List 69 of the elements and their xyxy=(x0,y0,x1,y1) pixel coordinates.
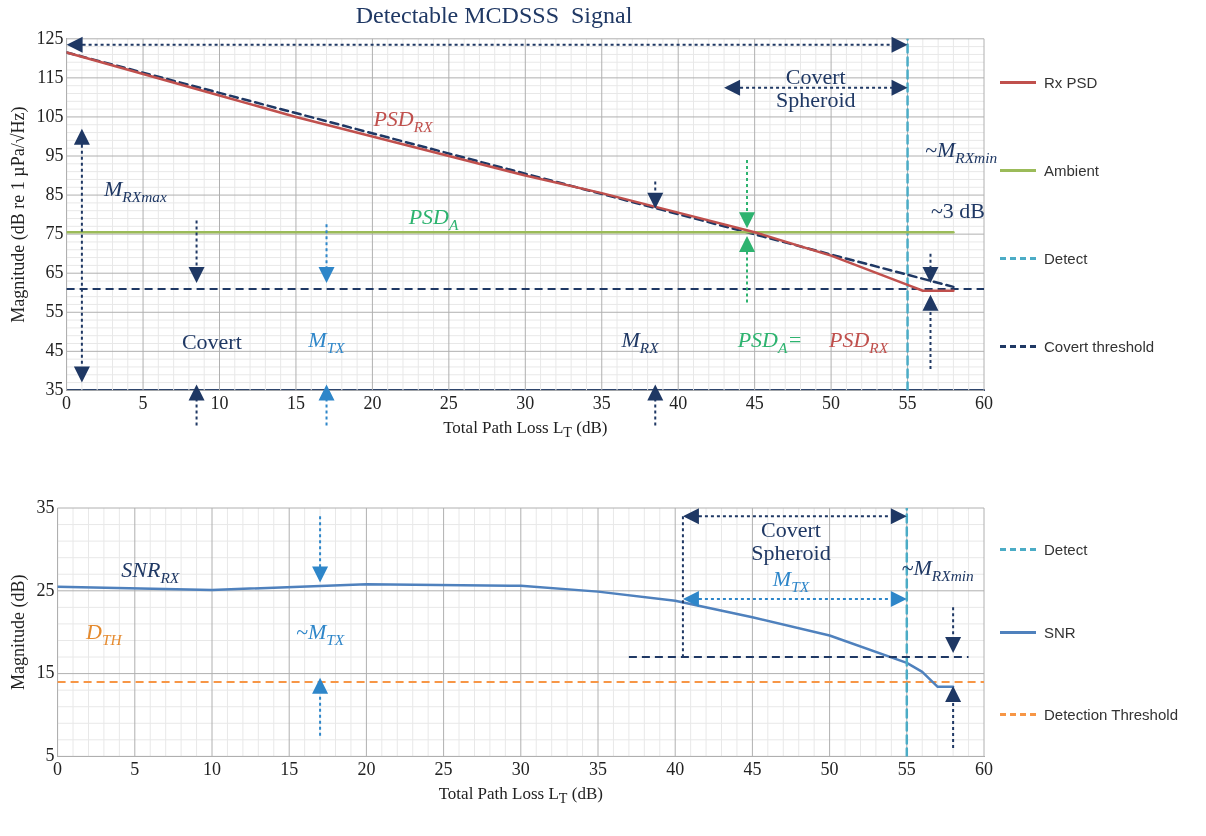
x-tick-label: 45 xyxy=(743,758,762,779)
annotation: SNR$_{RX}$ xyxy=(121,556,180,586)
x-tick-label: 15 xyxy=(280,758,299,779)
y-tick-label: 125 xyxy=(36,27,64,48)
annotation: M$_{RXmax}$ xyxy=(104,176,167,205)
y-tick-label: 35 xyxy=(45,379,64,400)
x-tick-label: 40 xyxy=(666,758,685,779)
x-axis-title: Total Path Loss L$_{T}$ (dB) xyxy=(443,418,608,442)
x-tick-label: 50 xyxy=(820,758,839,779)
x-tick-label: 10 xyxy=(203,758,221,779)
y-tick-label: 95 xyxy=(45,144,64,165)
x-tick-label: 40 xyxy=(669,392,688,413)
annotation: PSD$_{A}$ xyxy=(408,203,459,233)
y-tick-label: 35 xyxy=(36,496,55,517)
x-tick-label: 35 xyxy=(592,392,611,413)
annotation: M$_{RX}$ xyxy=(621,326,659,356)
annotation: PSD$_{RX}$ xyxy=(829,326,889,356)
x-tick-label: 5 xyxy=(130,758,140,779)
y-tick-label: 25 xyxy=(36,579,55,600)
y-tick-label: 75 xyxy=(45,222,64,243)
annotation: Covert xyxy=(181,329,242,355)
legend-label: Detection Threshold xyxy=(1044,706,1178,724)
y-tick-label: 115 xyxy=(37,66,64,87)
x-tick-label: 45 xyxy=(745,392,764,413)
annotation: ~M$_{RXmin}$ xyxy=(901,555,974,584)
x-tick-label: 60 xyxy=(975,392,993,413)
x-tick-label: 10 xyxy=(210,392,229,413)
x-axis-title: Total Path Loss L$_{T}$ (dB) xyxy=(438,784,603,808)
x-tick-label: 20 xyxy=(357,758,376,779)
x-tick-label: 25 xyxy=(434,758,453,779)
annotation: ~M$_{TX}$ xyxy=(295,619,345,648)
annotation: Covert Spheroid xyxy=(750,517,832,566)
annotation: PSD$_{RX}$ xyxy=(373,106,433,135)
y-axis-title: Magnitude (dB re 1 µPa/√Hz) xyxy=(7,106,29,323)
x-tick-label: 30 xyxy=(516,392,535,413)
legend-label: Rx PSD xyxy=(1044,74,1098,92)
annotation: M$_{TX}$ xyxy=(772,566,810,595)
x-tick-label: 0 xyxy=(53,758,63,779)
legend-label: Ambient xyxy=(1044,162,1100,180)
legend-label: Detect xyxy=(1044,540,1088,558)
x-tick-label: 60 xyxy=(975,758,993,779)
x-tick-label: 55 xyxy=(898,392,917,413)
chart-title: Detectable MCDSSS Signal xyxy=(355,1,633,28)
y-tick-label: 65 xyxy=(45,261,64,282)
x-tick-label: 20 xyxy=(363,392,382,413)
y-tick-label: 5 xyxy=(45,745,55,766)
legend-label: Detect xyxy=(1044,250,1088,268)
annotation: ~3 dB xyxy=(930,198,986,224)
y-tick-label: 45 xyxy=(45,340,64,361)
x-tick-label: 55 xyxy=(897,758,916,779)
legend-label: Covert threshold xyxy=(1044,337,1155,355)
annotation: Covert Spheroid xyxy=(775,63,857,112)
x-tick-label: 50 xyxy=(822,392,841,413)
x-tick-label: 30 xyxy=(511,758,530,779)
y-tick-label: 105 xyxy=(36,105,64,126)
x-tick-label: 0 xyxy=(62,392,72,413)
x-tick-label: 25 xyxy=(439,392,458,413)
annotation: D$_{TH}$ xyxy=(86,619,122,648)
x-tick-label: 15 xyxy=(286,392,305,413)
x-tick-label: 5 xyxy=(138,392,148,413)
legend-label: SNR xyxy=(1044,623,1076,641)
annotation: PSD$_{A}$= xyxy=(737,326,803,356)
y-tick-label: 85 xyxy=(45,183,64,204)
x-tick-label: 35 xyxy=(589,758,607,779)
annotation: M$_{TX}$ xyxy=(308,326,345,356)
y-axis-title: Magnitude (dB) xyxy=(7,574,29,690)
annotation: ~M$_{RXmin}$ xyxy=(925,137,998,166)
y-tick-label: 15 xyxy=(36,662,55,683)
y-tick-label: 55 xyxy=(45,301,64,321)
